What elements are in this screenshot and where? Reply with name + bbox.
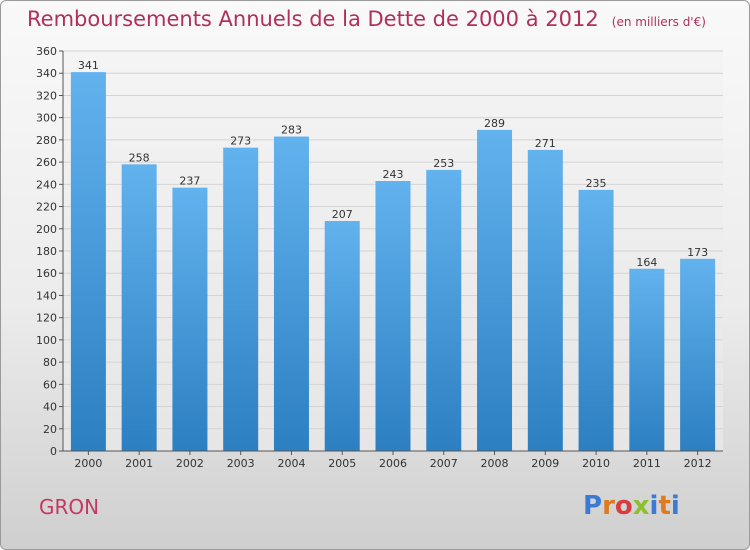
x-tick-label: 2011: [633, 457, 661, 470]
bar-2007: [426, 169, 462, 451]
logo-letter: P: [583, 491, 603, 521]
bar-2009: [527, 149, 563, 451]
logo-letter: x: [632, 491, 650, 521]
y-tick-label: 80: [43, 356, 57, 369]
data-label: 258: [129, 151, 150, 164]
y-tick-label: 40: [43, 401, 57, 414]
x-tick-label: 2007: [430, 457, 458, 470]
y-tick-label: 60: [43, 378, 57, 391]
y-tick-label: 20: [43, 423, 57, 436]
x-tick-label: 2005: [328, 457, 356, 470]
bar-2008: [477, 129, 513, 451]
data-label: 173: [687, 246, 708, 259]
data-label: 289: [484, 117, 505, 130]
y-tick-label: 220: [36, 201, 57, 214]
x-tick-label: 2012: [684, 457, 712, 470]
y-tick-label: 100: [36, 334, 57, 347]
logo-letter: r: [602, 491, 615, 521]
y-tick-label: 300: [36, 112, 57, 125]
x-tick-label: 2010: [582, 457, 610, 470]
y-axis: 0 20 40 60 80 100 120 140 160 180 200 220 240 260 280 3…: [36, 45, 64, 458]
logo-letter: o: [614, 491, 633, 521]
data-label: 271: [535, 137, 556, 150]
bar-2010: [578, 189, 614, 451]
bars: 341 258 237 273 283 207 243 253 289 271 235 164 173: [70, 59, 716, 452]
x-tick-label: 2002: [176, 457, 204, 470]
bar-2011: [629, 268, 665, 451]
bar-2005: [324, 221, 360, 451]
data-label: 207: [332, 208, 353, 221]
x-tick-label: 2008: [481, 457, 509, 470]
bar-2006: [375, 181, 411, 451]
y-tick-label: 280: [36, 134, 57, 147]
y-tick-label: 0: [50, 445, 57, 458]
x-tick-label: 2004: [277, 457, 305, 470]
data-label: 164: [636, 256, 657, 269]
bar-2000: [70, 72, 106, 451]
x-tick-label: 2006: [379, 457, 407, 470]
y-tick-label: 160: [36, 267, 57, 280]
commune-name: GRON: [39, 495, 100, 519]
data-label: 341: [78, 59, 99, 72]
y-tick-label: 320: [36, 89, 57, 102]
bar-2002: [172, 187, 208, 451]
data-label: 253: [433, 157, 454, 170]
data-label: 273: [230, 135, 251, 148]
bar-2003: [223, 147, 259, 451]
title-row: Remboursements Annuels de la Dette de 20…: [27, 7, 706, 31]
y-tick-label: 240: [36, 178, 57, 191]
data-label: 237: [179, 175, 200, 188]
chart-title: Remboursements Annuels de la Dette de 20…: [27, 7, 599, 31]
logo-letter: i: [649, 491, 659, 521]
proxiti-logo: Proxiti: [583, 491, 680, 521]
logo-letter: i: [670, 491, 680, 521]
x-tick-label: 2000: [74, 457, 102, 470]
data-label: 243: [383, 168, 404, 181]
chart-subtitle: (en milliers d'€): [611, 15, 706, 29]
logo-letter: t: [658, 491, 671, 521]
y-tick-label: 260: [36, 156, 57, 169]
y-tick-label: 180: [36, 245, 57, 258]
y-tick-label: 200: [36, 223, 57, 236]
x-tick-label: 2003: [227, 457, 255, 470]
data-label: 283: [281, 124, 302, 137]
data-label: 235: [586, 177, 607, 190]
y-tick-label: 360: [36, 45, 57, 58]
x-tick-label: 2009: [531, 457, 559, 470]
y-tick-label: 140: [36, 289, 57, 302]
bar-2012: [680, 258, 716, 451]
y-tick-label: 340: [36, 67, 57, 80]
bar-2004: [273, 136, 309, 452]
y-tick-label: 120: [36, 312, 57, 325]
bar-2001: [121, 164, 157, 452]
x-axis: 2000 2001 2002 2003 2004 2005 2006 2007 2008 2009…: [63, 450, 723, 470]
x-tick-label: 2001: [125, 457, 153, 470]
